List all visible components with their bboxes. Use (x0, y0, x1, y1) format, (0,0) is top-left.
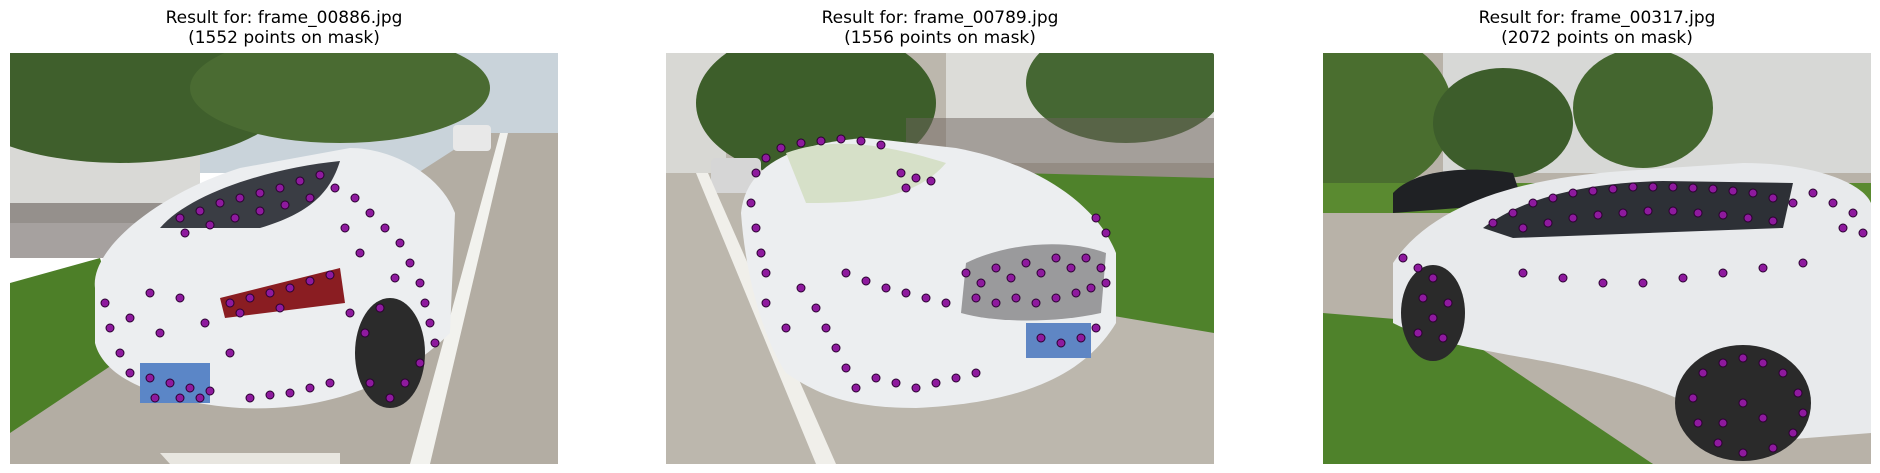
panel-title-line2: (2072 points on mask) (1501, 28, 1693, 48)
mask-points (100, 170, 440, 403)
panel-title-line2: (1552 points on mask) (188, 28, 380, 48)
panel-title-line1: Result for: frame_00317.jpg (1478, 8, 1716, 28)
mask-points (1398, 182, 1868, 458)
panel-title: Result for: frame_00789.jpg (1556 points… (666, 8, 1214, 48)
panel-title-line2: (1556 points on mask) (844, 28, 1036, 48)
mask-points (746, 134, 1111, 393)
panel-title: Result for: frame_00317.jpg (2072 points… (1323, 8, 1871, 48)
scene-svg (1323, 53, 1871, 464)
panel-title: Result for: frame_00886.jpg (1552 points… (10, 8, 558, 48)
scene-svg (666, 53, 1214, 464)
result-image (666, 53, 1214, 464)
result-image (10, 53, 558, 464)
result-image (1323, 53, 1871, 464)
panel-title-line1: Result for: frame_00886.jpg (165, 8, 403, 28)
panel-title-line1: Result for: frame_00789.jpg (821, 8, 1059, 28)
scene-svg (10, 53, 558, 464)
